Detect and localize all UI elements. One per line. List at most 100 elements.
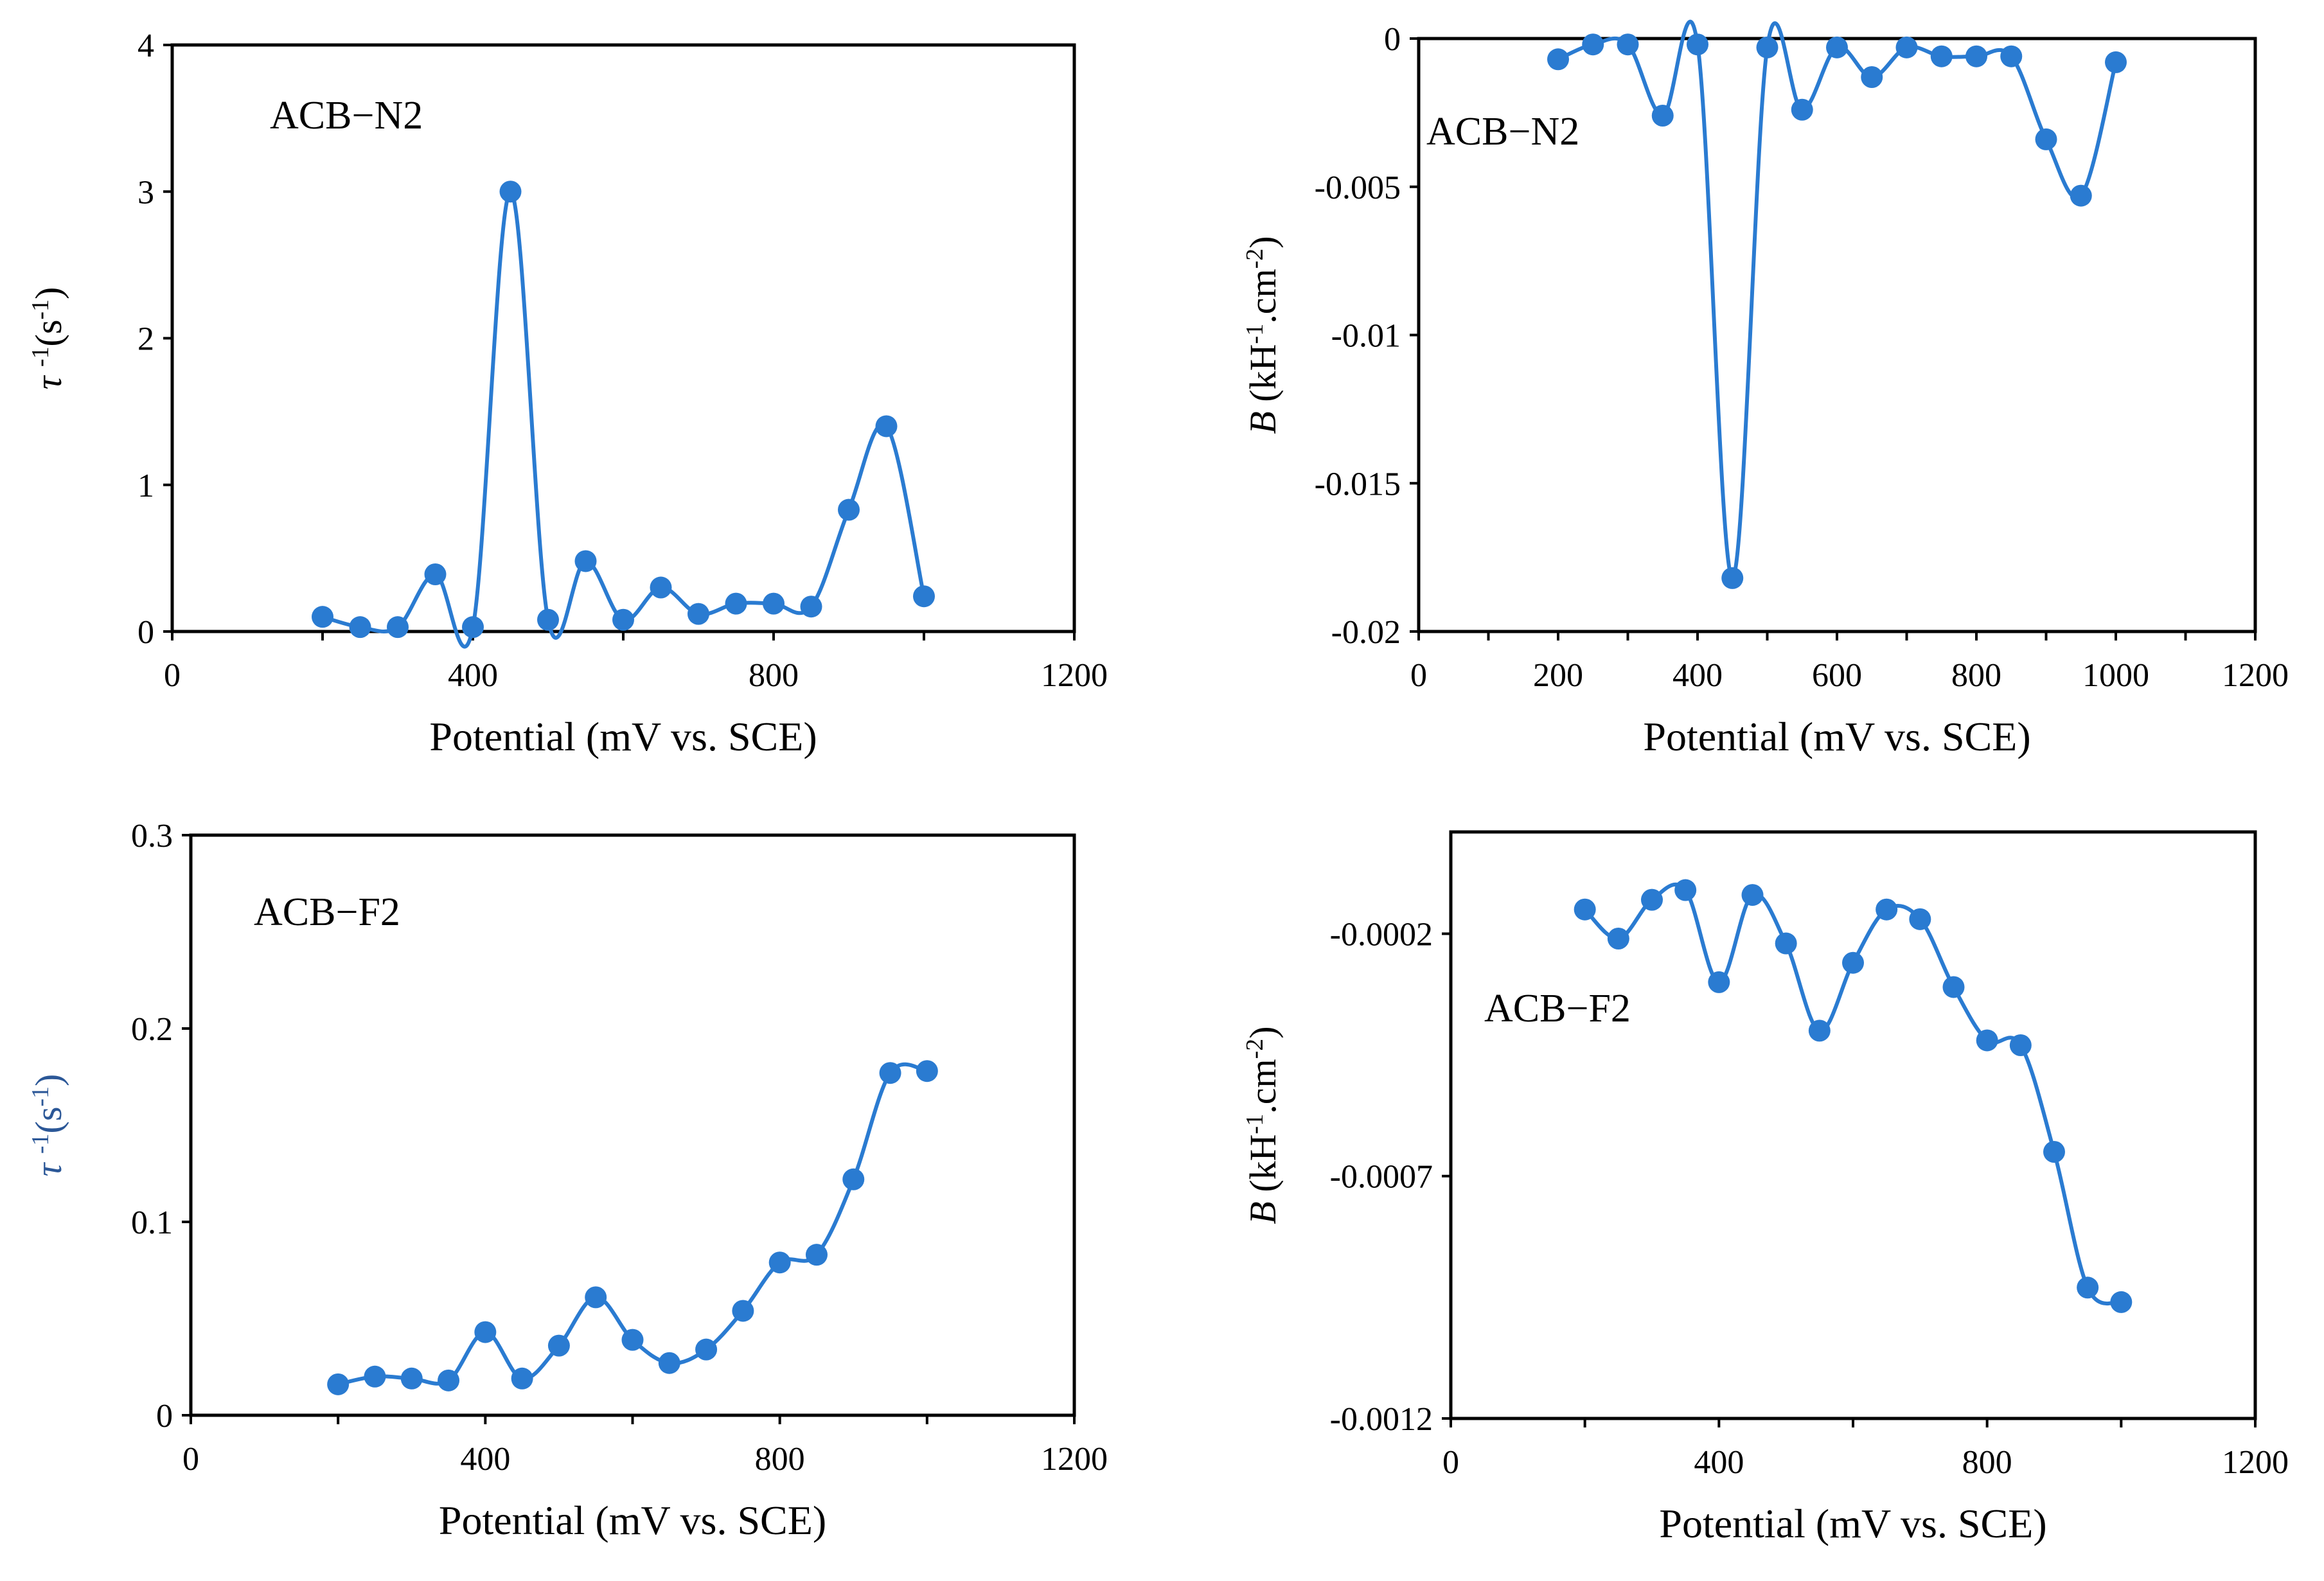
y-axis-title: B (kH-1.cm-2) (1241, 236, 1284, 434)
y-tick-label: 0.3 (131, 818, 173, 854)
data-point (805, 1244, 828, 1266)
panel-label: ACB−N2 (1426, 110, 1579, 154)
y-tick-label: 0.2 (131, 1011, 173, 1048)
data-point (1574, 898, 1596, 921)
data-point (1791, 98, 1813, 121)
data-point (1930, 45, 1953, 67)
data-point (800, 596, 822, 618)
data-point (2009, 1034, 2032, 1056)
data-point (1708, 971, 1730, 993)
x-tick-label: 400 (448, 657, 498, 694)
data-point (650, 576, 672, 599)
data-point (1775, 932, 1797, 955)
y-tick-label: -0.0002 (1330, 916, 1433, 953)
data-point (400, 1367, 423, 1390)
data-point (511, 1367, 533, 1390)
x-tick-label: 0 (1442, 1444, 1459, 1481)
data-point (612, 608, 634, 631)
data-point (1909, 908, 1931, 930)
y-axis-title: τ -1(s-1) (27, 1074, 69, 1177)
data-point (1674, 879, 1697, 901)
x-tick-label: 0 (182, 1441, 199, 1478)
x-tick-label: 800 (749, 657, 799, 694)
data-point (387, 616, 409, 639)
x-tick-label: 1200 (1041, 1441, 1108, 1478)
data-point (2105, 51, 2127, 73)
data-point (1942, 976, 1965, 998)
chart-panel-bottom-right: 0 400 800 1200 -0.0012 -0.0007 -0.0002 Potentia… (1241, 830, 2289, 1546)
data-point (687, 603, 709, 625)
y-tick-label: 2 (137, 321, 154, 358)
y-tick-label: -0.0007 (1330, 1159, 1433, 1196)
data-point (695, 1338, 718, 1361)
y-tick-label: 1 (137, 468, 154, 504)
data-point (842, 1168, 865, 1190)
x-tick-label: 400 (1672, 657, 1723, 694)
data-point (658, 1352, 680, 1374)
data-point (1687, 33, 1708, 56)
data-point (1842, 951, 1864, 974)
x-tick-label: 800 (1962, 1444, 2012, 1481)
data-point (2077, 1276, 2099, 1299)
data-point (349, 616, 371, 639)
data-point (725, 592, 747, 615)
chart-panel-top-right: 0 200 400 600 800 1000 1200 -0.02 -0.015 -0.01 -0.… (1241, 19, 2289, 759)
data-point (424, 563, 447, 585)
series-line (1583, 882, 2124, 1306)
data-point (875, 415, 898, 437)
data-point (499, 181, 522, 203)
chart-panel-bottom-left: 0 400 800 1200 0 0.1 0.2 0.3 Potential (mV vs. S… (27, 818, 1108, 1543)
x-tick-label: 0 (164, 657, 181, 694)
y-tick-label: 3 (137, 174, 154, 211)
panel-label: ACB−F2 (1484, 987, 1631, 1030)
data-point (763, 592, 785, 615)
data-point (1651, 104, 1674, 127)
data-point (537, 608, 559, 631)
y-tick-label: 0 (1384, 21, 1401, 58)
data-point (1641, 888, 1663, 911)
data-point (1965, 45, 1987, 67)
data-point (2110, 1291, 2133, 1313)
y-tick-label: -0.0012 (1330, 1401, 1433, 1438)
series-line (1556, 19, 2118, 580)
data-point (1826, 36, 1848, 58)
x-tick-label: 800 (755, 1441, 805, 1478)
data-point (547, 1334, 570, 1357)
data-point (2043, 1141, 2065, 1163)
chart-panel-top-left: 0 400 800 1200 0 1 2 3 4 Potential (mV vs. SCE) τ … (27, 28, 1108, 759)
data-point (1976, 1029, 1998, 1052)
data-point (1582, 33, 1604, 56)
y-tick-label: -0.01 (1331, 318, 1401, 355)
data-point (1607, 928, 1629, 949)
data-point (585, 1286, 607, 1309)
y-tick-label: 4 (137, 28, 154, 64)
data-point (732, 1300, 754, 1322)
data-point (1895, 36, 1918, 58)
data-point (2035, 128, 2057, 150)
data-point (1861, 66, 1883, 88)
y-tick-label: -0.015 (1315, 466, 1401, 502)
data-point (312, 606, 333, 628)
x-tick-label: 600 (1812, 657, 1862, 694)
y-axis-title: τ -1(s-1) (27, 287, 69, 390)
y-tick-label: 0 (137, 614, 154, 651)
data-point (1876, 898, 1898, 921)
x-axis-title: Potential (mV vs. SCE) (439, 1497, 826, 1543)
data-point (574, 550, 597, 572)
panel-label: ACB−N2 (270, 94, 423, 137)
series-line (321, 190, 926, 649)
data-point (474, 1321, 497, 1343)
data-point (1721, 567, 1744, 589)
x-axis-title: Potential (mV vs. SCE) (1643, 714, 2030, 759)
data-point (1547, 48, 1569, 71)
data-point (2070, 184, 2092, 207)
data-point (1756, 36, 1778, 58)
y-tick-label: -0.02 (1331, 614, 1401, 651)
y-axis-title: B (kH-1.cm-2) (1241, 1026, 1284, 1224)
x-axis-title: Potential (mV vs. SCE) (1659, 1501, 2046, 1546)
data-point (1617, 33, 1639, 56)
x-tick-label: 1200 (1041, 657, 1108, 694)
data-point (364, 1365, 386, 1388)
x-tick-label: 200 (1533, 657, 1583, 694)
data-point (838, 499, 860, 521)
